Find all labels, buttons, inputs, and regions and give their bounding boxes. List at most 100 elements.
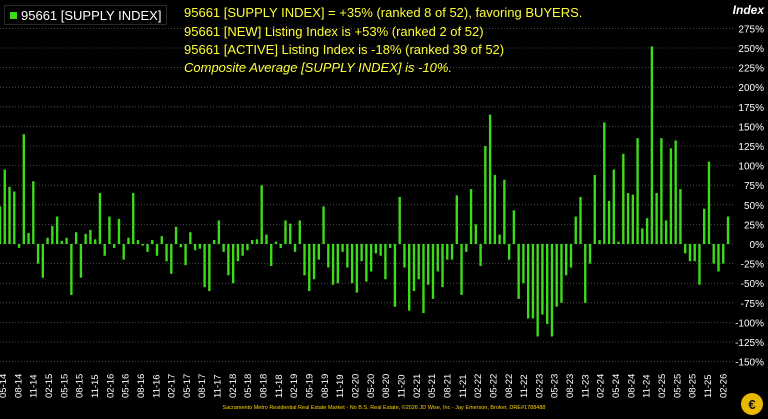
- bar: [203, 244, 206, 288]
- bar: [136, 240, 140, 244]
- bar: [222, 244, 225, 252]
- annotation-new-listing: 95661 [NEW] Listing Index is +53% (ranke…: [184, 24, 484, 39]
- bar: [474, 224, 478, 244]
- bar: [117, 218, 121, 244]
- bar: [250, 240, 254, 244]
- bar: [374, 244, 378, 254]
- y-tick-label: 75%: [744, 181, 764, 192]
- bar: [17, 244, 21, 248]
- bar: [179, 244, 182, 248]
- x-tick-label: 11-19: [335, 374, 346, 398]
- y-tick-label: -75%: [741, 299, 764, 310]
- x-tick-label: 11-15: [90, 374, 101, 398]
- bar: [403, 244, 406, 268]
- bar: [431, 244, 435, 299]
- bar: [579, 196, 582, 244]
- bar: [388, 244, 392, 248]
- bar: [722, 244, 725, 264]
- x-axis-ticks: 05-14 08-14 11-14 02-15 05-15 08-15 11-15 02-16…: [0, 374, 729, 398]
- bar: [198, 244, 202, 249]
- bar: [584, 244, 587, 303]
- bar: [393, 244, 397, 307]
- bar: [208, 244, 211, 292]
- y-tick-label: 225%: [738, 64, 764, 75]
- bar: [641, 228, 644, 244]
- x-tick-label: 11-24: [642, 374, 653, 398]
- bar: [122, 244, 125, 260]
- bar: [241, 244, 244, 256]
- bar: [612, 169, 615, 244]
- bar: [569, 244, 573, 268]
- bar: [546, 244, 549, 324]
- bar: [327, 244, 330, 268]
- bar: [726, 216, 730, 244]
- bar: [369, 244, 373, 272]
- bar: [108, 216, 111, 244]
- x-tick-label: 05-17: [182, 374, 193, 398]
- y-tick-label: 100%: [738, 162, 764, 173]
- annotation-composite-average: Composite Average [SUPPLY INDEX] is -10%…: [184, 60, 453, 75]
- bar: [536, 244, 539, 337]
- x-tick-label: 11-16: [151, 374, 162, 398]
- bar: [683, 244, 687, 254]
- bar: [0, 206, 2, 244]
- bar: [360, 244, 363, 262]
- bar: [693, 244, 696, 262]
- x-tick-label: 05-21: [427, 374, 438, 398]
- bar: [679, 189, 682, 244]
- bar: [555, 244, 558, 307]
- bar: [522, 244, 525, 284]
- y-tick-label: 125%: [738, 142, 764, 153]
- bar: [560, 244, 563, 303]
- bar: [707, 161, 711, 244]
- bar: [574, 216, 577, 244]
- bar: [317, 244, 320, 260]
- bar: [55, 216, 59, 244]
- bar: [450, 244, 454, 260]
- y-tick-label: 50%: [744, 201, 764, 212]
- bar: [3, 169, 6, 244]
- bar: [146, 244, 149, 252]
- bar: [231, 244, 235, 284]
- x-tick-label: 08-20: [381, 374, 392, 398]
- y-axis-ticks: -150% -125% -100% -75% -50% -25% 0% 25% 50% 75% 10…: [735, 24, 764, 368]
- bar: [289, 223, 292, 244]
- y-tick-label: 150%: [738, 122, 764, 133]
- x-tick-label: 05-23: [550, 374, 561, 398]
- annotation-active-listing: 95661 [ACTIVE] Listing Index is -18% (ra…: [184, 42, 505, 57]
- x-tick-label: 02-19: [289, 374, 300, 398]
- bar: [98, 193, 102, 244]
- bar: [446, 244, 449, 260]
- bar: [455, 195, 458, 244]
- bar: [141, 244, 144, 246]
- bar: [712, 244, 715, 264]
- x-tick-label: 02-26: [718, 374, 729, 398]
- x-tick-label: 05-24: [611, 374, 622, 398]
- bar: [717, 244, 720, 272]
- y-tick-label: 275%: [738, 24, 764, 35]
- bar: [550, 244, 554, 337]
- bar: [174, 226, 178, 244]
- x-tick-label: 08-21: [442, 374, 453, 398]
- bar: [308, 244, 311, 292]
- x-tick-label: 08-14: [13, 374, 24, 398]
- bar: [41, 244, 45, 278]
- y-tick-label: -25%: [741, 260, 764, 271]
- bar: [479, 244, 482, 266]
- bar: [669, 148, 673, 244]
- bar: [246, 244, 249, 251]
- x-tick-label: 05-22: [488, 374, 499, 398]
- x-tick-label: 11-23: [580, 374, 591, 398]
- bar: [365, 244, 368, 282]
- bar: [517, 244, 520, 299]
- x-tick-label: 08-16: [136, 374, 147, 398]
- bar: [593, 175, 596, 244]
- x-tick-label: 05-25: [672, 374, 683, 398]
- x-tick-label: 08-24: [626, 374, 637, 398]
- bar: [70, 244, 73, 295]
- bar: [607, 200, 611, 244]
- x-tick-label: 02-22: [473, 374, 484, 398]
- bar: [265, 234, 268, 244]
- x-tick-label: 02-18: [228, 374, 239, 398]
- bar: [674, 140, 677, 244]
